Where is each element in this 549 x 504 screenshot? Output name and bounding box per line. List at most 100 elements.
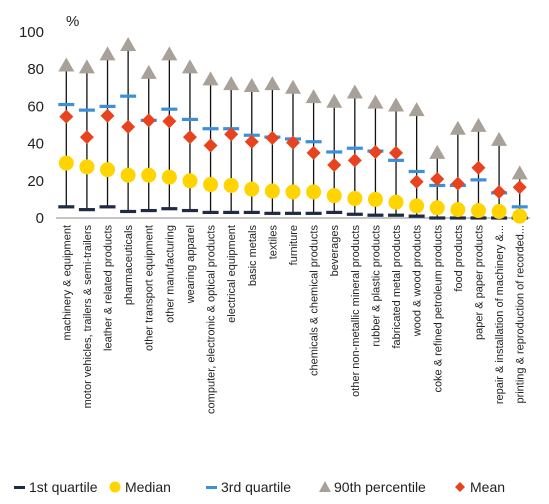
x-tick-label: electrical equipment	[226, 225, 238, 323]
x-tick-label: furniture	[288, 225, 300, 265]
3rd-quartile-point	[346, 146, 363, 150]
mean-point	[430, 171, 445, 186]
1st-quartile-point	[285, 211, 301, 215]
x-tick-label: rubber & plastic products	[370, 225, 382, 347]
median-point	[79, 159, 95, 175]
legend-label-3rd-quartile: 3rd quartile	[221, 479, 291, 495]
x-tick-label: wearing apparel	[185, 225, 197, 304]
median-point	[141, 167, 157, 183]
mean-point	[141, 113, 156, 128]
mean-point	[471, 160, 486, 175]
90th-percentile-point	[449, 120, 466, 135]
median-point	[409, 198, 425, 214]
90th-percentile-point	[511, 165, 528, 180]
3rd-quartile-point	[181, 117, 198, 122]
legend-label-1st-quartile: 1st quartile	[29, 479, 98, 495]
y-tick-label: 20	[27, 173, 44, 190]
3rd-quartile-point	[99, 104, 116, 108]
median-point	[182, 173, 198, 189]
3rd-quartile-point	[470, 178, 487, 182]
x-tick-label: printing & reproduction of recorded...	[515, 225, 527, 404]
3rd-quartile-point	[511, 205, 528, 209]
y-tick-label: 40	[27, 136, 44, 153]
median-point	[367, 191, 383, 207]
x-tick-label: basic metals	[247, 225, 259, 287]
median-point	[161, 169, 177, 185]
x-tick-label: wood & wood products	[412, 225, 424, 338]
median-point	[347, 190, 363, 206]
x-tick-label: computer, electronic & optical products	[206, 225, 218, 414]
1st-quartile-point	[99, 205, 116, 209]
3rd-quartile-point	[78, 108, 95, 112]
mean-point	[409, 174, 424, 189]
y-tick-labels: 0 20 40 60 80 100	[19, 24, 44, 227]
1st-quartile-point	[429, 216, 446, 220]
mean-point	[203, 138, 218, 153]
median-point	[512, 208, 528, 224]
x-tick-label: food products	[453, 225, 465, 292]
90th-percentile-point	[223, 76, 240, 91]
3rd-quartile-point	[326, 150, 343, 154]
1st-quartile-point	[161, 207, 178, 211]
90th-percentile-point	[202, 71, 219, 86]
90th-percentile-point	[367, 94, 384, 109]
1st-quartile-point	[346, 212, 363, 216]
median-point	[491, 203, 507, 219]
median-point	[100, 162, 116, 178]
median-point	[470, 203, 486, 219]
median-point	[58, 155, 74, 171]
1st-quartile-point	[78, 208, 95, 212]
3rd-quartile-point	[202, 127, 219, 131]
90th-percentile-point	[388, 97, 405, 112]
mean-point	[368, 144, 383, 159]
3rd-quartile-point	[120, 94, 137, 98]
90th-percentile-point	[346, 84, 363, 99]
x-tick-label: fabricated metal products	[391, 225, 403, 349]
90th-percentile-point	[326, 93, 343, 108]
90th-percentile-point	[429, 144, 446, 159]
x-tick-label: leather & related products	[103, 225, 115, 351]
90th-percentile-point	[285, 79, 301, 94]
legend: 1st quartile Median 3rd quartile 90th perce…	[14, 479, 505, 495]
x-tick-label: paper & paper products	[473, 225, 485, 340]
median-point	[388, 194, 404, 210]
90th-percentile-point	[78, 59, 95, 74]
1st-quartile-point	[223, 210, 240, 215]
90th-percentile-point	[58, 57, 75, 72]
unit-label: %	[66, 13, 79, 30]
x-tick-label: motor vehicles, trailers & semi-trailers	[82, 225, 94, 409]
mean-point	[79, 130, 94, 145]
legend-marker-3rd-quartile	[206, 486, 217, 489]
1st-quartile-point	[140, 208, 157, 213]
x-tick-label: coke & refined petroleum products	[432, 225, 444, 393]
1st-quartile-point	[120, 209, 137, 214]
mean-point	[327, 157, 342, 172]
1st-quartile-point	[367, 213, 384, 217]
legend-label-median: Median	[125, 479, 171, 495]
x-tick-label: other transport equipment	[144, 225, 156, 351]
y-tick-label: 100	[19, 24, 44, 41]
1st-quartile-point	[408, 214, 425, 218]
x-tick-label: chemicals & chemical products	[309, 225, 321, 377]
median-point	[120, 167, 136, 183]
mean-point	[492, 184, 507, 199]
median-point	[223, 177, 239, 193]
90th-percentile-point	[470, 117, 487, 132]
mean-point	[306, 145, 321, 160]
1st-quartile-point	[326, 210, 343, 215]
legend-marker-median	[109, 481, 121, 493]
90th-percentile-point	[491, 131, 508, 146]
90th-percentile-point	[140, 64, 157, 79]
mean-point	[265, 131, 280, 146]
1st-quartile-point	[449, 216, 466, 220]
x-tick-label: repair & installation of machinery &...	[494, 225, 506, 404]
median-point	[306, 184, 322, 200]
median-point	[203, 177, 219, 193]
3rd-quartile-point	[161, 107, 178, 111]
median-point	[450, 202, 466, 218]
mean-point	[347, 153, 362, 168]
legend-marker-1st-quartile	[14, 486, 25, 489]
1st-quartile-point	[58, 205, 75, 209]
mean-point	[59, 109, 74, 124]
